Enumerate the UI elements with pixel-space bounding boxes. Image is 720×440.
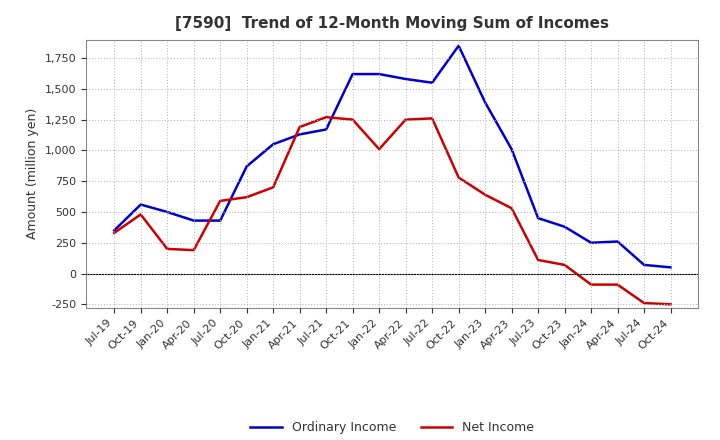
Ordinary Income (640, 262, 649, 268)
Net Income (481, 192, 490, 198)
Ordinary Income (613, 239, 622, 244)
Net Income (216, 198, 225, 204)
Net Income (560, 262, 569, 268)
Ordinary Income (560, 224, 569, 229)
Net Income (375, 147, 384, 152)
Net Income (269, 185, 277, 190)
Line: Net Income: Net Income (114, 117, 670, 304)
Ordinary Income (666, 265, 675, 270)
Net Income (322, 114, 330, 120)
Ordinary Income (163, 209, 171, 215)
Net Income (534, 257, 542, 263)
Net Income (666, 302, 675, 307)
Y-axis label: Amount (million yen): Amount (million yen) (27, 108, 40, 239)
Net Income (243, 194, 251, 200)
Net Income (640, 301, 649, 306)
Ordinary Income (322, 127, 330, 132)
Net Income (163, 246, 171, 252)
Ordinary Income (587, 240, 595, 246)
Ordinary Income (534, 216, 542, 221)
Net Income (401, 117, 410, 122)
Net Income (613, 282, 622, 287)
Ordinary Income (481, 100, 490, 105)
Title: [7590]  Trend of 12-Month Moving Sum of Incomes: [7590] Trend of 12-Month Moving Sum of I… (176, 16, 609, 32)
Ordinary Income (401, 77, 410, 82)
Ordinary Income (243, 164, 251, 169)
Ordinary Income (295, 132, 304, 137)
Ordinary Income (189, 218, 198, 223)
Ordinary Income (269, 142, 277, 147)
Ordinary Income (110, 228, 119, 233)
Net Income (348, 117, 357, 122)
Net Income (428, 116, 436, 121)
Ordinary Income (428, 80, 436, 85)
Legend: Ordinary Income, Net Income: Ordinary Income, Net Income (246, 416, 539, 439)
Ordinary Income (348, 71, 357, 77)
Net Income (136, 212, 145, 217)
Net Income (189, 247, 198, 253)
Ordinary Income (136, 202, 145, 207)
Net Income (295, 125, 304, 130)
Net Income (454, 175, 463, 180)
Net Income (110, 230, 119, 235)
Ordinary Income (216, 218, 225, 223)
Net Income (587, 282, 595, 287)
Line: Ordinary Income: Ordinary Income (114, 46, 670, 268)
Ordinary Income (508, 147, 516, 152)
Net Income (508, 205, 516, 211)
Ordinary Income (454, 43, 463, 48)
Ordinary Income (375, 71, 384, 77)
